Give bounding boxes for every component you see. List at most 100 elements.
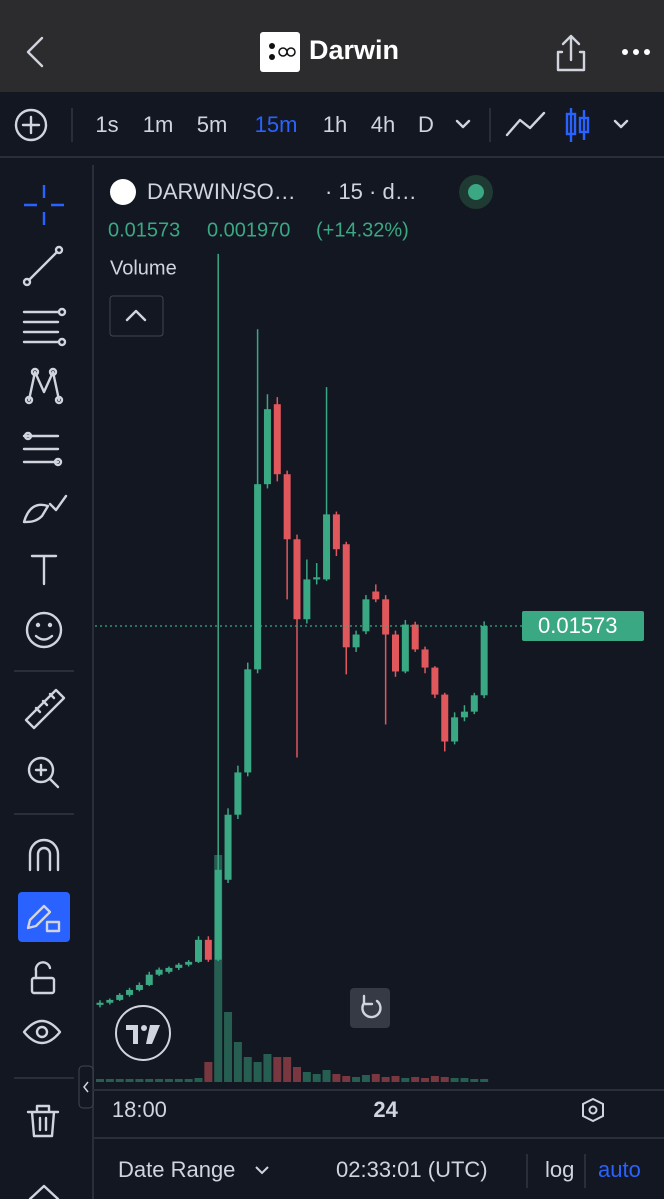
collapse-sidebar[interactable] — [78, 1065, 94, 1109]
interval-dropdown[interactable] — [455, 119, 471, 129]
pattern-tool[interactable] — [24, 367, 64, 405]
clock: 02:33:01 (UTC) — [336, 1157, 488, 1182]
price-axis: 0.01573 — [522, 610, 644, 641]
volume-pane — [96, 855, 489, 1082]
volume-bar — [302, 1072, 311, 1082]
volume-bar — [253, 1062, 262, 1082]
interval-button[interactable]: 1s — [95, 112, 118, 137]
candle-body — [382, 599, 390, 635]
zoom-tool[interactable] — [27, 756, 60, 789]
volume-bar — [105, 1079, 114, 1082]
volume-bar — [450, 1078, 459, 1082]
candle-body — [352, 634, 360, 648]
candle-body — [273, 404, 281, 475]
reset-button[interactable] — [350, 988, 390, 1028]
candle-body — [135, 984, 143, 990]
tv-logo-dot — [141, 1025, 147, 1031]
volume-bar — [125, 1079, 134, 1082]
trendline-tool[interactable] — [22, 245, 64, 287]
candle-body — [283, 474, 291, 540]
date-range-button[interactable]: Date Range — [118, 1157, 235, 1182]
volume-bar — [460, 1078, 469, 1082]
candle-body — [313, 577, 321, 580]
tv-logo — [115, 1005, 171, 1061]
add-indicator-button[interactable] — [14, 108, 48, 142]
candle-body — [126, 989, 134, 995]
volume-bar — [430, 1076, 439, 1082]
magnet-tool[interactable] — [28, 838, 60, 872]
line-style-button[interactable] — [505, 111, 546, 137]
volume-bar — [224, 1012, 233, 1082]
candle-body — [460, 711, 468, 718]
change: 0.001970 — [207, 219, 290, 241]
collapse-legend[interactable] — [109, 295, 164, 337]
emoji-tool[interactable] — [25, 611, 63, 649]
volume-bar — [283, 1057, 292, 1082]
interval-button[interactable]: D — [418, 112, 434, 137]
volume-bar — [115, 1079, 124, 1082]
volume-bar — [312, 1074, 321, 1082]
volume-bar — [263, 1054, 272, 1082]
more-button[interactable] — [622, 49, 650, 55]
interval-button[interactable]: 1h — [323, 112, 347, 137]
volume-bar — [96, 1079, 104, 1082]
header-bar — [0, 0, 664, 92]
candle-body — [165, 967, 173, 972]
candle-body — [470, 695, 478, 712]
interval-button[interactable]: 15m — [255, 112, 298, 137]
interval-meta: · 15 · d… — [325, 179, 417, 204]
candle-body — [224, 814, 232, 880]
sidebar-more[interactable] — [28, 1184, 60, 1199]
brush-tool[interactable] — [22, 494, 68, 524]
candle-body — [263, 409, 271, 485]
visibility-tool[interactable] — [22, 1019, 62, 1045]
volume-bar — [332, 1074, 341, 1082]
volume-bar — [470, 1079, 479, 1082]
volume-bar — [164, 1079, 173, 1082]
volume-bar — [342, 1076, 351, 1082]
candle-body — [421, 649, 429, 668]
volume-bar — [214, 855, 223, 1082]
volume-bar — [204, 1062, 213, 1082]
candle-body — [96, 1002, 104, 1005]
interval-button[interactable]: 5m — [197, 112, 228, 137]
delete-tool[interactable] — [26, 1104, 60, 1138]
candle-body — [254, 484, 262, 670]
candle-body — [451, 717, 459, 742]
text-tool[interactable] — [30, 554, 58, 586]
x-tick-label: 18:00 — [112, 1097, 167, 1122]
status-dot — [468, 184, 484, 200]
candle-body — [342, 544, 350, 648]
settings-button[interactable] — [582, 1097, 604, 1123]
volume-bar — [391, 1076, 400, 1082]
candle-body — [155, 969, 163, 975]
volume-bar — [440, 1077, 449, 1082]
auto-toggle[interactable]: auto — [598, 1157, 641, 1182]
style-dropdown[interactable] — [613, 119, 629, 129]
volume-bar — [155, 1079, 164, 1082]
ruler-tool[interactable] — [24, 688, 66, 730]
candle-body — [293, 539, 301, 620]
fib-tool[interactable] — [22, 307, 67, 347]
volume-label: Volume — [110, 257, 177, 279]
volume-bar — [401, 1078, 410, 1082]
volume-bar — [381, 1077, 390, 1082]
logo — [260, 32, 300, 72]
candle-body — [185, 961, 193, 965]
candle-body — [214, 869, 222, 960]
candle-style-button[interactable] — [565, 108, 590, 142]
interval-button[interactable]: 4h — [371, 112, 395, 137]
back-button[interactable] — [26, 36, 44, 68]
volume-bar — [135, 1079, 144, 1082]
prediction-tool[interactable] — [22, 431, 63, 467]
change-percent: (+14.32%) — [316, 219, 409, 241]
candle-body — [441, 694, 449, 742]
crosshair-tool[interactable] — [24, 185, 64, 225]
candle-body — [145, 974, 153, 985]
share-button[interactable] — [556, 34, 586, 72]
lock-tool[interactable] — [30, 961, 56, 995]
log-toggle[interactable]: log — [545, 1157, 574, 1182]
candle-body — [401, 624, 409, 672]
interval-button[interactable]: 1m — [143, 112, 174, 137]
